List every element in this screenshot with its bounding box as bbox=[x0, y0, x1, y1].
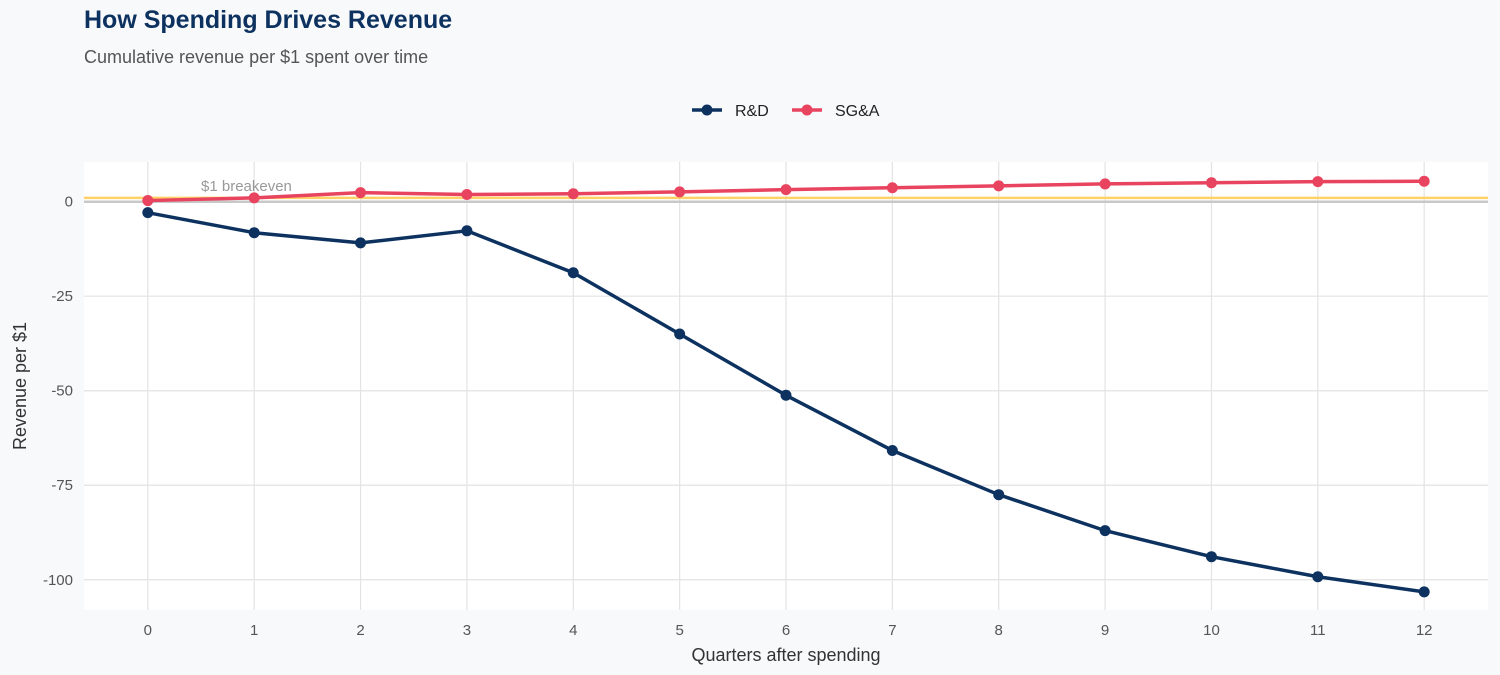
data-point bbox=[461, 189, 473, 201]
x-tick-label: 11 bbox=[1310, 622, 1326, 639]
breakeven-label: $1 breakeven bbox=[201, 178, 292, 195]
data-point bbox=[142, 207, 154, 219]
data-point bbox=[674, 328, 686, 340]
data-point bbox=[1418, 586, 1430, 598]
data-point bbox=[248, 227, 260, 239]
y-tick-label: -50 bbox=[51, 383, 73, 400]
legend-item: SG&A bbox=[792, 103, 880, 120]
x-tick-label: 7 bbox=[888, 622, 896, 639]
data-point bbox=[674, 186, 686, 198]
x-tick-label: 5 bbox=[675, 622, 683, 639]
data-point bbox=[1418, 175, 1430, 187]
data-point bbox=[1099, 178, 1111, 190]
data-point bbox=[780, 184, 792, 196]
y-tick-label: 0 bbox=[65, 194, 73, 211]
x-tick-label: 12 bbox=[1416, 622, 1433, 639]
x-tick-label: 4 bbox=[569, 622, 577, 639]
chart-title: How Spending Drives Revenue bbox=[84, 6, 453, 34]
data-point bbox=[780, 389, 792, 401]
data-point bbox=[355, 187, 367, 199]
y-tick-label: -100 bbox=[43, 572, 73, 589]
y-axis-label: Revenue per $1 bbox=[10, 322, 30, 450]
data-point bbox=[1099, 525, 1111, 537]
x-tick-label: 9 bbox=[1101, 622, 1109, 639]
x-tick-label: 10 bbox=[1203, 622, 1220, 639]
data-point bbox=[248, 192, 260, 204]
x-tick-label: 2 bbox=[356, 622, 364, 639]
x-tick-label: 0 bbox=[144, 622, 152, 639]
data-point bbox=[1312, 571, 1324, 583]
data-point bbox=[993, 180, 1005, 192]
y-tick-label: -25 bbox=[51, 288, 73, 305]
data-point bbox=[142, 195, 154, 207]
x-tick-label: 1 bbox=[250, 622, 258, 639]
legend-label: R&D bbox=[735, 103, 769, 120]
x-tick-label: 8 bbox=[995, 622, 1003, 639]
data-point bbox=[567, 267, 579, 279]
data-point bbox=[886, 182, 898, 194]
chart-subtitle: Cumulative revenue per $1 spent over tim… bbox=[84, 47, 429, 67]
y-tick-label: -75 bbox=[51, 477, 73, 494]
data-point bbox=[567, 188, 579, 200]
x-tick-label: 3 bbox=[463, 622, 471, 639]
data-point bbox=[993, 489, 1005, 501]
data-point bbox=[355, 237, 367, 249]
legend-label: SG&A bbox=[835, 103, 880, 120]
data-point bbox=[1312, 176, 1324, 188]
data-point bbox=[1205, 177, 1217, 189]
data-point bbox=[1205, 551, 1217, 563]
x-axis-label: Quarters after spending bbox=[691, 645, 880, 665]
legend-item: R&D bbox=[692, 103, 769, 120]
data-point bbox=[886, 444, 898, 456]
data-point bbox=[461, 225, 473, 237]
x-tick-label: 6 bbox=[782, 622, 790, 639]
